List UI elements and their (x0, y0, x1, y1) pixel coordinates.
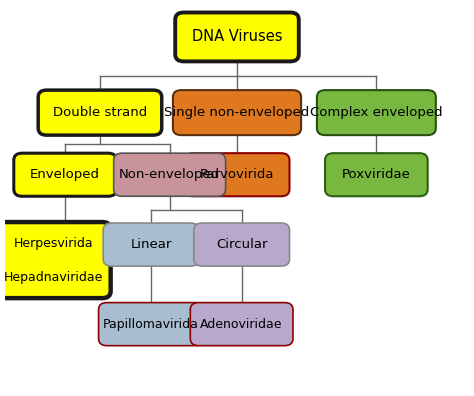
FancyBboxPatch shape (191, 303, 293, 346)
Text: Enveloped: Enveloped (30, 168, 100, 181)
Text: Poxviridae: Poxviridae (342, 168, 411, 181)
FancyBboxPatch shape (38, 90, 162, 135)
FancyBboxPatch shape (194, 223, 290, 266)
FancyBboxPatch shape (175, 13, 299, 61)
Text: Circular: Circular (216, 238, 267, 251)
Text: Linear: Linear (130, 238, 172, 251)
FancyBboxPatch shape (103, 223, 199, 266)
FancyBboxPatch shape (317, 90, 436, 135)
Text: Adenoviridae: Adenoviridae (201, 318, 283, 331)
Text: Herpesvirida

Hepadnaviridae: Herpesvirida Hepadnaviridae (4, 236, 103, 284)
FancyBboxPatch shape (173, 90, 301, 135)
FancyBboxPatch shape (184, 153, 290, 196)
FancyBboxPatch shape (325, 153, 428, 196)
FancyBboxPatch shape (99, 303, 203, 346)
FancyBboxPatch shape (14, 153, 117, 196)
Text: Double strand: Double strand (53, 106, 147, 119)
Text: Non-enveloped: Non-enveloped (119, 168, 220, 181)
FancyBboxPatch shape (0, 222, 110, 298)
Text: DNA Viruses: DNA Viruses (192, 29, 282, 44)
Text: Single non-enveloped: Single non-enveloped (164, 106, 310, 119)
Text: Complex enveloped: Complex enveloped (310, 106, 443, 119)
FancyBboxPatch shape (114, 153, 226, 196)
Text: Papillomavirida: Papillomavirida (103, 318, 199, 331)
Text: Parvovirida: Parvovirida (200, 168, 274, 181)
